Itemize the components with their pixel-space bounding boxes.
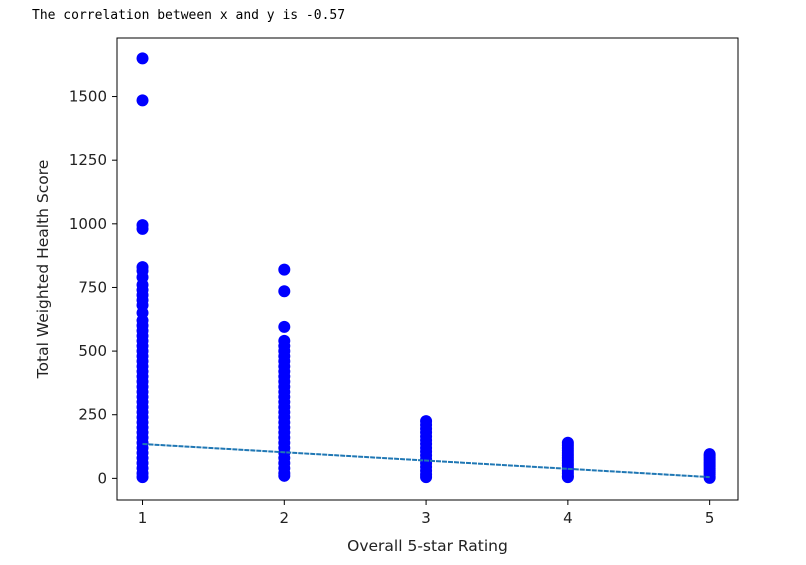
- data-point: [703, 471, 716, 484]
- y-tick-label: 500: [78, 342, 107, 360]
- y-tick-label: 1000: [69, 215, 107, 233]
- data-point: [278, 263, 291, 276]
- plot-frame: [116, 37, 739, 501]
- data-point: [278, 320, 291, 333]
- x-tick-label: 2: [280, 509, 290, 527]
- data-point: [278, 469, 291, 482]
- trend-line: [142, 443, 710, 479]
- x-tick-label: 3: [421, 509, 431, 527]
- data-point: [136, 52, 149, 65]
- data-point: [136, 471, 149, 484]
- data-point: [136, 94, 149, 107]
- correlation-output-text: The correlation between x and y is -0.57: [32, 8, 346, 23]
- y-tick-label: 250: [78, 406, 107, 424]
- y-tick-label: 1500: [69, 88, 107, 106]
- data-point: [561, 471, 574, 484]
- x-tick-label: 1: [138, 509, 148, 527]
- data-point: [278, 285, 291, 298]
- x-tick-label: 5: [705, 509, 715, 527]
- y-tick-label: 750: [78, 278, 107, 296]
- trendline-layer: [142, 443, 710, 479]
- y-axis-ticks: 0 250 500 750 1000 1250 1500: [69, 88, 117, 487]
- y-axis-label: Total Weighted Health Score: [34, 160, 52, 380]
- x-tick-label: 4: [563, 509, 573, 527]
- data-point: [136, 222, 149, 235]
- y-tick-label: 0: [97, 469, 107, 487]
- x-axis-label: Overall 5-star Rating: [347, 537, 508, 555]
- data-point: [420, 471, 433, 484]
- points-layer: [136, 52, 716, 484]
- x-axis-ticks: 1 2 3 4 5: [138, 500, 715, 527]
- y-tick-label: 1250: [69, 151, 107, 169]
